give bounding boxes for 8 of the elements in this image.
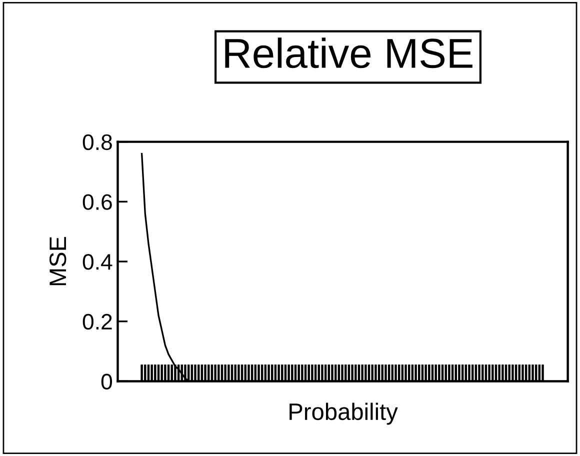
y-tick-label: 0.6 [82, 194, 112, 210]
y-tick-label: 0.2 [82, 314, 112, 330]
y-tick-label: 0 [101, 374, 112, 390]
chart-title: Relative MSE [225, 38, 472, 68]
y-tick-label: 0.8 [82, 134, 112, 150]
y-tick-label: 0.4 [82, 254, 112, 270]
x-axis-title: Probability [290, 402, 398, 425]
y-axis-title: MSE [49, 236, 66, 286]
